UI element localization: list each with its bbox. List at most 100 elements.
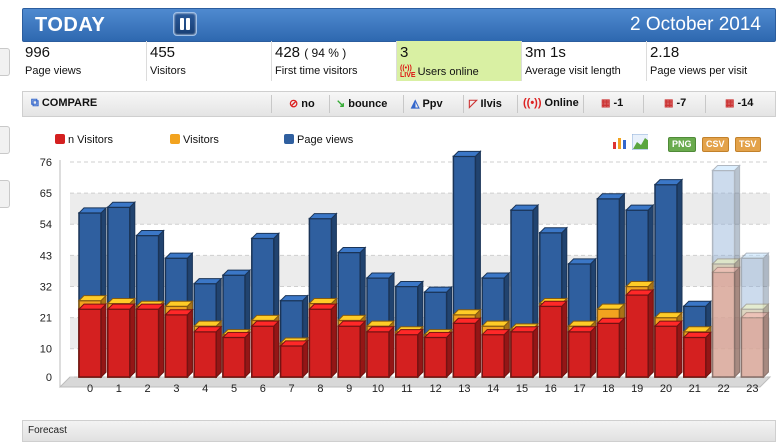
bar-n-visitors[interactable] (740, 311, 770, 379)
bar-n-visitors-front (423, 336, 448, 378)
bar-page-views-top (509, 204, 540, 211)
compare-ppv-button[interactable]: ◭ Ppv (411, 98, 443, 110)
bar-n-visitors[interactable] (423, 331, 453, 379)
x-tick-label: 11 (401, 383, 412, 395)
bar-n-visitors[interactable] (336, 319, 367, 379)
bar-n-visitors[interactable] (682, 331, 713, 379)
bar-n-visitors-top (682, 331, 713, 338)
stat-first-time-visitors: 428 ( 94 % ) First time visitors (272, 41, 397, 81)
x-tick-label: 21 (689, 383, 701, 395)
bar-n-visitors[interactable] (135, 302, 165, 379)
compare-bounce-button[interactable]: ↘ bounce (336, 98, 388, 110)
x-tick-label: 17 (573, 383, 585, 395)
x-tick-label: 20 (660, 383, 672, 395)
bar-n-visitors-top (624, 289, 655, 296)
bar-n-visitors-front (164, 314, 189, 378)
compare-minus1-button[interactable]: ▦ -1 (601, 97, 624, 109)
calendar-icon: ▦ (601, 98, 611, 109)
area-chart-icon[interactable] (632, 134, 648, 150)
y-tick-label: 54 (40, 219, 52, 231)
bar-n-visitors[interactable] (394, 328, 425, 379)
bar-page-views-top (164, 252, 194, 259)
legend-swatch (170, 134, 180, 144)
header-bar: TODAY 2 October 2014 (22, 8, 776, 42)
bar-visitors-top (480, 320, 511, 327)
compare-minus7-button[interactable]: ▦ -7 (664, 97, 687, 109)
bar-n-visitors[interactable] (711, 266, 741, 379)
export-png-button[interactable]: PNG (668, 137, 696, 152)
legend-item-visitors[interactable]: Visitors (170, 134, 219, 146)
pause-icon (180, 18, 184, 30)
bar-n-visitors[interactable] (624, 288, 655, 379)
bar-page-views[interactable] (740, 251, 770, 379)
compare-online-button[interactable]: ((•)) Online (523, 97, 579, 109)
bar-n-visitors[interactable] (221, 331, 252, 379)
bar-visitors-side (734, 257, 741, 379)
side-tab[interactable] (0, 180, 10, 208)
side-tab[interactable] (0, 48, 10, 76)
bar-page-views-side (734, 164, 741, 379)
bar-n-visitors[interactable] (538, 300, 569, 379)
header-date: 2 October 2014 (630, 14, 761, 35)
bar-n-visitors-front (539, 305, 563, 378)
forecast-label: Forecast (28, 425, 67, 436)
bar-visitors-top (365, 320, 396, 327)
compare-no-button[interactable]: ⊘ no (289, 98, 315, 110)
bar-n-visitors[interactable] (365, 325, 396, 379)
stat-users-online[interactable]: 3 ((•)) LIVE Users online (397, 41, 522, 81)
bar-page-views-top (365, 272, 396, 279)
compare-toolbar: ⧉ COMPARE ⊘ no ↘ bounce ◭ Ppv ◸ Ilvis ((•)) On… (22, 91, 776, 117)
bar-page-views[interactable] (711, 164, 741, 379)
x-tick-label: 1 (116, 383, 122, 395)
bar-n-visitors[interactable] (567, 325, 597, 379)
bar-page-views-top (192, 278, 223, 285)
bar-chart-icon[interactable] (612, 134, 628, 150)
bar-visitors-top (77, 295, 108, 302)
bar-n-visitors[interactable] (452, 317, 482, 379)
stat-label: Page views (25, 65, 82, 77)
compare-ilvis-button[interactable]: ◸ Ilvis (469, 98, 502, 110)
pause-button[interactable] (173, 12, 197, 36)
bar-n-visitors[interactable] (308, 302, 338, 379)
bar-n-visitors[interactable] (480, 328, 511, 379)
bar-n-visitors[interactable] (653, 319, 684, 379)
legend-item-page-views[interactable]: Page views (284, 134, 353, 146)
bar-n-visitors[interactable] (192, 325, 223, 379)
hourly-chart: 0 10 21 32 43 54 65 76 0 1 2 3 4 5 6 7 8 9 10 11 12 13 14 15 16 1… (0, 150, 780, 400)
bar-n-visitors[interactable] (596, 317, 626, 379)
bar-visitors-top (452, 309, 482, 316)
side-tab[interactable] (0, 126, 10, 154)
stat-value: 2.18 (650, 44, 680, 61)
bounce-arrow-icon: ↘ (336, 98, 346, 110)
forecast-section-header[interactable]: Forecast (22, 420, 776, 442)
y-tick-label: 65 (40, 188, 52, 200)
area-chart-icon: ◭ (411, 98, 420, 110)
compare-label: ⧉ COMPARE (31, 97, 98, 109)
bar-n-visitors-top (509, 326, 540, 333)
bar-n-visitors-front (683, 336, 707, 378)
bar-page-views-top (711, 164, 741, 171)
bar-n-visitors[interactable] (77, 302, 108, 379)
bar-n-visitors-top (164, 309, 194, 316)
bar-page-views-top (336, 247, 367, 254)
bar-n-visitors[interactable] (509, 325, 540, 379)
bar-n-visitors-front (366, 330, 390, 378)
legend-item-n-visitors[interactable]: n Visitors (55, 134, 113, 146)
compare-minus14-button[interactable]: ▦ -14 (725, 97, 754, 109)
bar-n-visitors-top (106, 303, 137, 310)
bar-page-views-top (135, 230, 165, 237)
bar-n-visitors-top (711, 266, 741, 273)
export-csv-button[interactable]: CSV (702, 137, 729, 152)
bar-n-visitors[interactable] (250, 319, 281, 379)
bar-n-visitors[interactable] (164, 308, 194, 379)
bar-visitors-top (336, 314, 367, 321)
bar-page-views-top (423, 286, 453, 293)
stat-label: Page views per visit (650, 65, 748, 77)
x-tick-label: 23 (746, 383, 758, 395)
bar-n-visitors[interactable] (106, 302, 137, 379)
bar-n-visitors[interactable] (279, 339, 309, 379)
export-tsv-button[interactable]: TSV (735, 137, 761, 152)
bar-visitors[interactable] (740, 302, 770, 379)
bar-page-views-top (106, 201, 137, 208)
bar-visitors[interactable] (711, 257, 741, 379)
